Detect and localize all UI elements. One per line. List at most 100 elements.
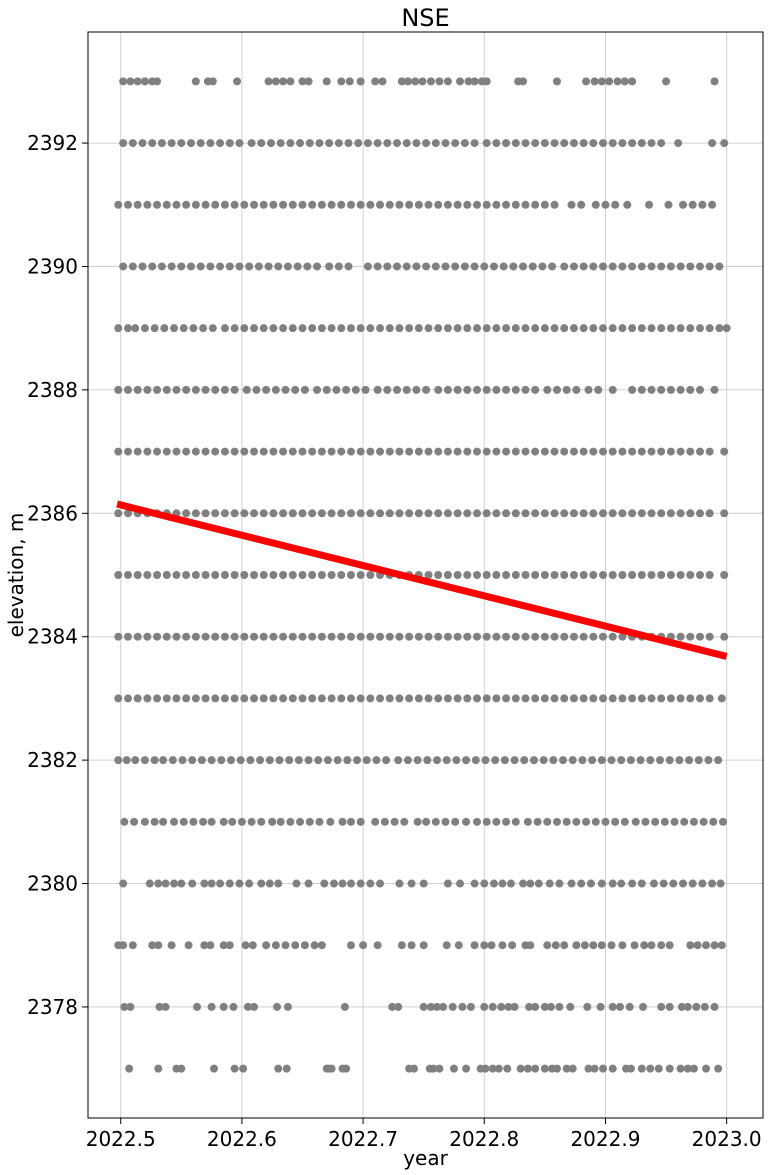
- scatter-point: [114, 447, 123, 456]
- scatter-point: [273, 1002, 282, 1011]
- scatter-point: [225, 262, 234, 271]
- scatter-point: [413, 756, 422, 765]
- scatter-point: [220, 509, 229, 518]
- scatter-point: [689, 1064, 698, 1073]
- scatter-point: [608, 879, 617, 888]
- scatter-point: [363, 139, 372, 148]
- scatter-point: [317, 509, 326, 518]
- scatter-point: [362, 756, 371, 765]
- scatter-point: [138, 262, 147, 271]
- scatter-point: [473, 447, 482, 456]
- scatter-point: [162, 385, 171, 394]
- scatter-point: [589, 262, 598, 271]
- scatter-point: [665, 756, 674, 765]
- scatter-point: [385, 447, 394, 456]
- scatter-point: [597, 941, 606, 950]
- scatter-point: [189, 324, 198, 333]
- scatter-point: [300, 941, 309, 950]
- scatter-point: [607, 756, 616, 765]
- scatter-point: [172, 571, 181, 579]
- scatter-point: [569, 324, 578, 333]
- scatter-point: [599, 632, 608, 641]
- scatter-point: [523, 1064, 532, 1073]
- scatter-point: [402, 385, 411, 394]
- scatter-point: [500, 756, 509, 765]
- scatter-point: [220, 385, 229, 394]
- scatter-point: [526, 941, 535, 950]
- scatter-point: [424, 200, 433, 209]
- scatter-point: [298, 694, 307, 703]
- scatter-point: [470, 262, 479, 271]
- scatter-point: [618, 447, 627, 456]
- scatter-point: [665, 1064, 674, 1073]
- scatter-point: [356, 571, 365, 579]
- scatter-point: [646, 756, 655, 765]
- scatter-point: [397, 77, 406, 86]
- scatter-point: [448, 1002, 457, 1011]
- scatter-point: [441, 139, 450, 148]
- scatter-point: [322, 385, 331, 394]
- scatter-point: [419, 879, 428, 888]
- scatter-point: [422, 262, 431, 271]
- scatter-point: [710, 941, 719, 950]
- scatter-point: [435, 77, 444, 86]
- scatter-point: [705, 447, 714, 456]
- scatter-point: [618, 694, 627, 703]
- scatter-point: [704, 756, 713, 765]
- scatter-point: [550, 324, 559, 333]
- scatter-point: [503, 1064, 512, 1073]
- scatter-point: [686, 694, 695, 703]
- scatter-point: [167, 262, 176, 271]
- scatter-point: [443, 324, 452, 333]
- scatter-point: [390, 817, 399, 826]
- scatter-point: [276, 139, 285, 148]
- scatter-point: [700, 1002, 709, 1011]
- scatter-point: [363, 262, 372, 271]
- scatter-point: [407, 879, 416, 888]
- scatter-point: [393, 139, 402, 148]
- scatter-point: [646, 1064, 655, 1073]
- scatter-point: [578, 756, 587, 765]
- scatter-point: [259, 447, 268, 456]
- scatter-point: [482, 632, 491, 641]
- scatter-point: [720, 571, 729, 579]
- scatter-point: [431, 139, 440, 148]
- x-axis-label: year: [403, 1146, 448, 1170]
- scatter-point: [666, 447, 675, 456]
- scatter-point: [463, 571, 472, 579]
- scatter-point: [424, 632, 433, 641]
- scatter-point: [337, 632, 346, 641]
- scatter-point: [313, 262, 322, 271]
- scatter-point: [230, 324, 239, 333]
- scatter-point: [433, 1002, 442, 1011]
- scatter-point: [618, 509, 627, 518]
- scatter-point: [385, 509, 394, 518]
- scatter-point: [531, 1002, 540, 1011]
- scatter-point: [201, 632, 210, 641]
- scatter-point: [207, 817, 216, 826]
- scatter-point: [419, 941, 428, 950]
- scatter-point: [153, 694, 162, 703]
- scatter-point: [366, 694, 375, 703]
- scatter-point: [487, 941, 496, 950]
- y-tick-label: 2384: [27, 625, 78, 649]
- scatter-point: [230, 1064, 239, 1073]
- scatter-point: [356, 509, 365, 518]
- scatter-point: [337, 509, 346, 518]
- scatter-point: [153, 447, 162, 456]
- scatter-point: [665, 1002, 674, 1011]
- scatter-point: [291, 941, 300, 950]
- scatter-point: [211, 385, 220, 394]
- scatter-point: [502, 694, 511, 703]
- scatter-point: [441, 262, 450, 271]
- scatter-point: [676, 1064, 685, 1073]
- y-tick-label: 2386: [27, 501, 78, 525]
- scatter-point: [511, 571, 520, 579]
- scatter-point: [246, 756, 255, 765]
- scatter-point: [562, 385, 571, 394]
- scatter-point: [412, 385, 421, 394]
- scatter-point: [286, 139, 295, 148]
- scatter-point: [414, 447, 423, 456]
- scatter-point: [154, 1064, 163, 1073]
- scatter-point: [434, 571, 443, 579]
